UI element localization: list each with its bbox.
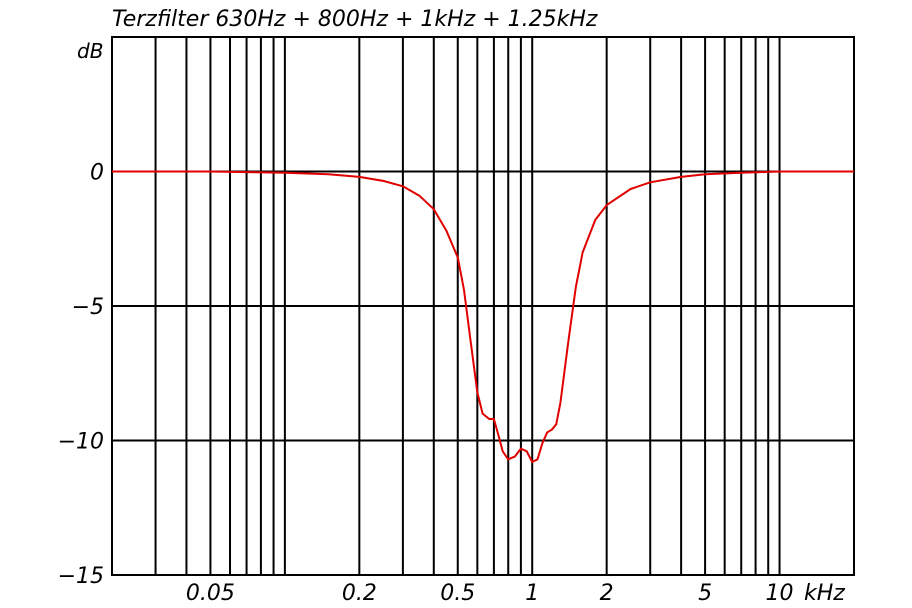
y-gridlines bbox=[112, 170, 854, 442]
y-tick-label: 0 bbox=[90, 161, 104, 186]
series-group bbox=[112, 170, 854, 463]
y-tick-label: −5 bbox=[72, 295, 104, 320]
x-tick-label: 5 bbox=[698, 581, 712, 606]
x-tick-labels: 0.05 0.2 0.5 1 2 5 10 bbox=[186, 581, 794, 606]
chart-title: Terzfilter 630Hz + 800Hz + 1kHz + 1.25kH… bbox=[112, 7, 598, 32]
y-tick-label: −10 bbox=[58, 430, 104, 455]
x-tick-label: 2 bbox=[600, 581, 614, 606]
y-tick-label: −15 bbox=[58, 564, 104, 589]
x-tick-label: 0.5 bbox=[440, 581, 475, 606]
x-tick-label: 1 bbox=[525, 581, 539, 606]
y-tick-labels: 0 −5 −10 −15 bbox=[58, 161, 104, 590]
response-curve bbox=[112, 170, 854, 463]
x-tick-label: 0.2 bbox=[342, 581, 377, 606]
plot-frame bbox=[111, 36, 855, 576]
x-tick-label: 10 bbox=[766, 581, 794, 606]
x-tick-label: 0.05 bbox=[186, 581, 235, 606]
x-axis-unit: kHz bbox=[804, 581, 845, 606]
y-axis-label: dB bbox=[77, 39, 103, 63]
